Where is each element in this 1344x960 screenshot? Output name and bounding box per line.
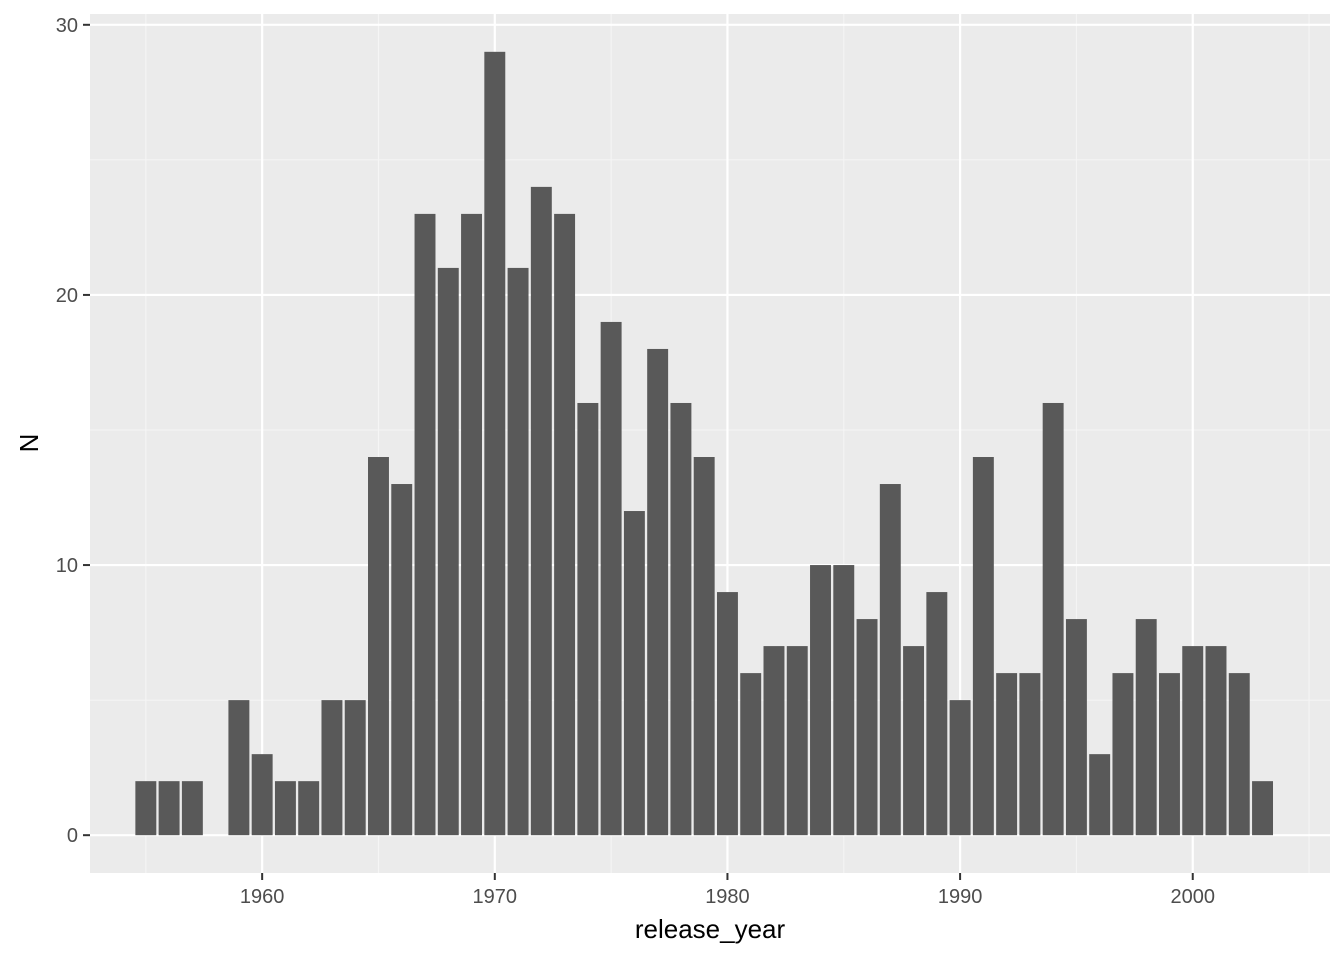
bar-2002 <box>1228 673 1250 836</box>
bar-1988 <box>903 646 925 836</box>
bar-1976 <box>623 511 645 836</box>
bar-1969 <box>461 213 483 836</box>
bar-1959 <box>228 700 250 836</box>
bar-1986 <box>856 619 878 836</box>
bar-1962 <box>298 781 320 836</box>
x-tick-label: 2000 <box>1170 886 1215 908</box>
bar-1964 <box>344 700 366 836</box>
y-tick-label: 0 <box>67 825 78 847</box>
x-axis-title: release_year <box>635 914 786 944</box>
x-axis: 1960 1970 1980 1990 2000 <box>240 873 1215 908</box>
bar-1984 <box>810 565 831 836</box>
bar-2001 <box>1205 646 1227 836</box>
bar-1955 <box>135 781 157 836</box>
bar-1991 <box>972 457 994 836</box>
bar-2000 <box>1182 646 1204 836</box>
bar-1987 <box>879 484 901 836</box>
bar-1989 <box>926 592 948 836</box>
x-tick-label: 1960 <box>240 886 285 908</box>
bar-1996 <box>1089 754 1111 836</box>
bar-1978 <box>670 402 692 836</box>
bar-1967 <box>414 213 436 836</box>
bar-2003 <box>1252 781 1274 836</box>
bar-1975 <box>600 321 622 836</box>
bar-1961 <box>274 781 296 836</box>
bar-1972 <box>530 186 552 836</box>
bar-1982 <box>763 646 785 836</box>
bar-1965 <box>368 457 389 836</box>
bar-1993 <box>1019 673 1041 836</box>
bar-1998 <box>1135 619 1157 836</box>
bar-1995 <box>1065 619 1087 836</box>
bar-1973 <box>554 213 576 836</box>
y-axis: 0 10 20 30 <box>56 15 90 847</box>
bar-1970 <box>484 51 506 836</box>
bar-1980 <box>716 592 738 836</box>
y-tick-label: 20 <box>56 285 78 307</box>
bar-1992 <box>996 673 1018 836</box>
y-tick-label: 10 <box>56 555 78 577</box>
y-tick-label: 30 <box>56 15 78 37</box>
bar-1971 <box>507 267 529 836</box>
bar-1979 <box>693 457 715 836</box>
bar-1983 <box>786 646 808 836</box>
bar-1999 <box>1159 673 1180 836</box>
x-tick-label: 1970 <box>473 886 518 908</box>
bar-1963 <box>321 700 343 836</box>
bar-1990 <box>949 700 971 836</box>
y-axis-title: N <box>14 434 44 453</box>
bar-1968 <box>437 267 459 836</box>
bar-1994 <box>1042 402 1064 836</box>
bar-1981 <box>740 673 762 836</box>
bar-1985 <box>833 565 855 836</box>
bar-1957 <box>181 781 203 836</box>
bar-1997 <box>1112 673 1134 836</box>
bar-1974 <box>577 402 599 836</box>
x-tick-label: 1990 <box>938 886 983 908</box>
x-tick-label: 1980 <box>705 886 750 908</box>
bar-1956 <box>158 781 180 836</box>
bar-1960 <box>251 754 273 836</box>
bar-1966 <box>391 484 413 836</box>
bar-1977 <box>647 348 669 836</box>
bars <box>135 51 1274 836</box>
